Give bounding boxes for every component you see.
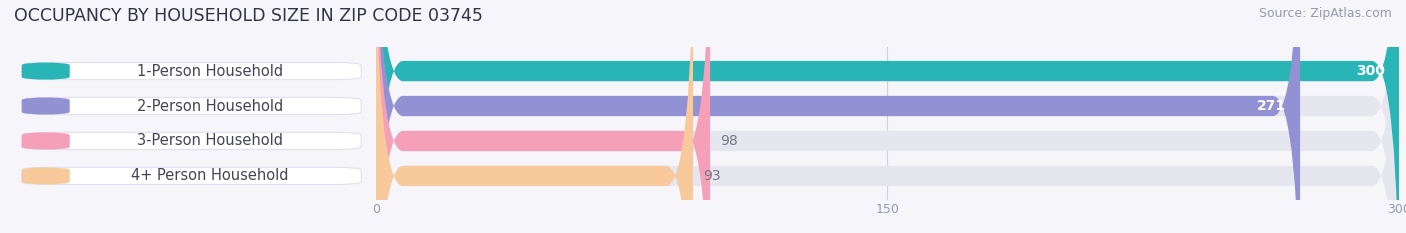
FancyBboxPatch shape [21,167,361,185]
FancyBboxPatch shape [375,0,1399,233]
FancyBboxPatch shape [21,62,70,80]
Text: 271: 271 [1257,99,1286,113]
FancyBboxPatch shape [21,97,361,115]
FancyBboxPatch shape [375,0,1301,233]
FancyBboxPatch shape [21,62,361,80]
FancyBboxPatch shape [21,167,70,185]
Text: 1-Person Household: 1-Person Household [136,64,283,79]
FancyBboxPatch shape [375,0,1399,233]
Text: 4+ Person Household: 4+ Person Household [131,168,288,183]
FancyBboxPatch shape [21,132,70,150]
Text: 2-Person Household: 2-Person Household [136,99,283,113]
FancyBboxPatch shape [375,0,1399,233]
FancyBboxPatch shape [375,0,710,233]
FancyBboxPatch shape [21,132,361,150]
FancyBboxPatch shape [375,0,693,233]
Text: 3-Person Household: 3-Person Household [136,134,283,148]
Text: OCCUPANCY BY HOUSEHOLD SIZE IN ZIP CODE 03745: OCCUPANCY BY HOUSEHOLD SIZE IN ZIP CODE … [14,7,482,25]
Text: Source: ZipAtlas.com: Source: ZipAtlas.com [1258,7,1392,20]
FancyBboxPatch shape [375,0,1399,233]
Text: 93: 93 [703,169,721,183]
FancyBboxPatch shape [375,0,1399,233]
Text: 98: 98 [720,134,738,148]
FancyBboxPatch shape [21,97,70,115]
Text: 300: 300 [1357,64,1385,78]
